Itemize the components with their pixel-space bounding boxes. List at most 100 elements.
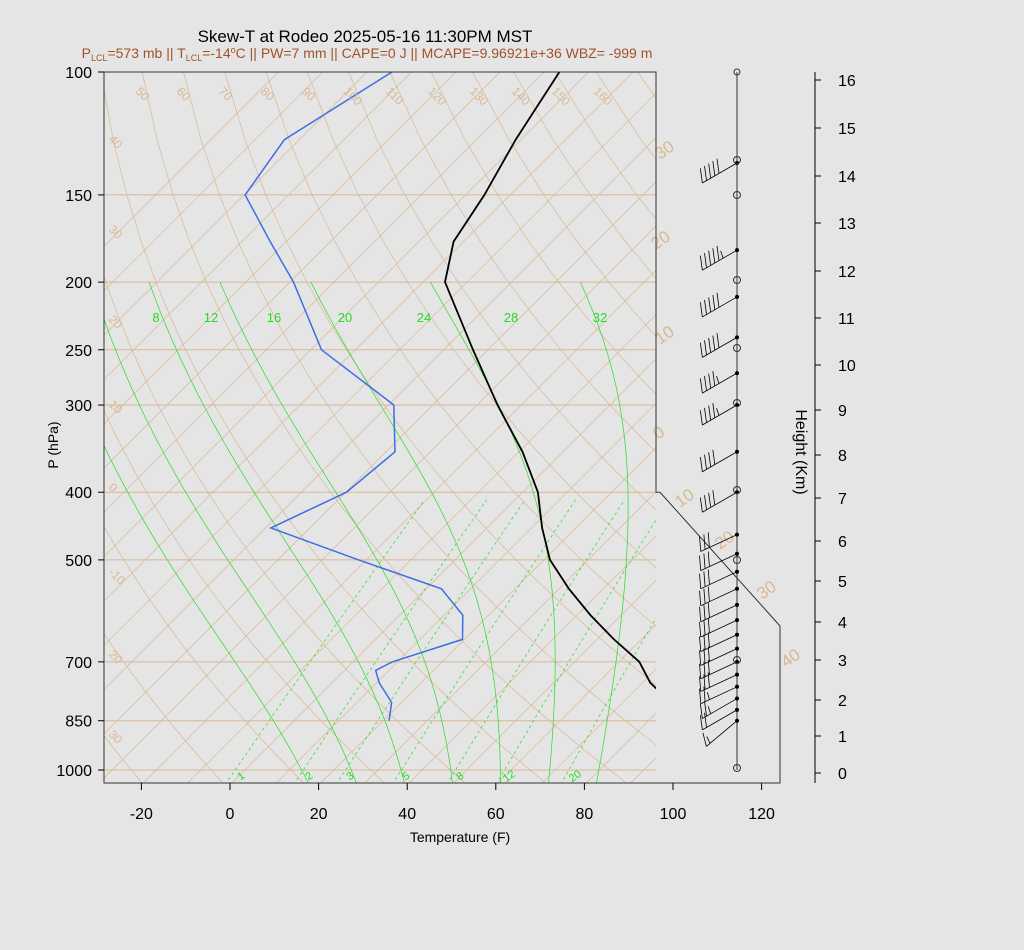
mixing-ratio-line [336, 499, 526, 783]
wind-barb-flag [707, 632, 710, 648]
subtitle-tlcl-value: =-14 [202, 45, 231, 61]
plot-frame [103, 71, 781, 784]
wind-barb [699, 371, 739, 394]
y-tick-label: 200 [65, 275, 92, 292]
height-tick-label: 4 [838, 615, 847, 632]
height-marker [733, 191, 741, 199]
isotherm-line [142, 269, 656, 783]
wind-barb-staff [702, 491, 738, 513]
wind-barb-flag [708, 492, 712, 508]
y-tick-label: 850 [65, 714, 92, 731]
wind-barb-flag [699, 590, 702, 606]
isotherm-line [850, 72, 1024, 785]
wind-barb-staff [700, 661, 738, 680]
wind-barb-staff [706, 720, 738, 747]
x-tick-label: 0 [226, 806, 235, 823]
isotherm-line [630, 757, 656, 783]
mixing-ratio-line [392, 499, 576, 783]
wind-barb-staff [700, 604, 738, 623]
wind-barb [699, 532, 739, 552]
mixing-ratio-label: 1 [235, 770, 247, 783]
adiabat-label-right: 40 [777, 645, 803, 671]
isotherm-line [717, 72, 1024, 785]
wind-barb-flag [704, 165, 707, 181]
wind-level-dot [735, 632, 739, 637]
x-tick-label: 120 [748, 806, 775, 823]
wind-barb [699, 245, 739, 271]
wind-barb-flag [699, 703, 703, 719]
mixing-ratio-label: 20 [567, 768, 584, 785]
wind-barb [699, 333, 739, 358]
moist-adiabat-label: 28 [504, 310, 518, 325]
wind-level-dot [735, 659, 739, 664]
moist-adiabat-label: 24 [417, 310, 431, 325]
wind-barb-flag [703, 634, 706, 650]
height-marker [733, 656, 741, 664]
plot-area [104, 72, 656, 783]
height-marker [733, 276, 741, 284]
subtitle-plcl-sub: LCL [91, 53, 108, 63]
wind-barb-flag [704, 340, 707, 356]
dry-adiabat-line [265, 72, 656, 627]
dry-adiabat-line [927, 72, 1024, 785]
wind-barb-staff [700, 634, 738, 652]
isotherm-line [320, 447, 656, 783]
wind-barb [699, 403, 739, 426]
mixing-ratio-label: 3 [344, 770, 356, 783]
wind-barb-flag [712, 248, 716, 264]
height-tick-label: 1 [838, 729, 847, 746]
isotherm-line [408, 535, 656, 783]
dry-adiabat-line [104, 275, 466, 783]
wind-barb [699, 158, 739, 184]
height-marker [733, 399, 741, 407]
wind-level-dot [735, 335, 739, 340]
wind-barb-flag [699, 342, 703, 358]
wind-barb-flag [699, 497, 703, 513]
dry-adiabat-line [430, 72, 656, 395]
y-axis-label: P (hPa) [45, 421, 61, 468]
height-tick-label: 9 [838, 403, 847, 420]
moist-adiabat-line [104, 444, 309, 783]
wind-barb-half [720, 250, 724, 259]
wind-barb-flag [708, 163, 712, 179]
mixing-ratio-line [496, 519, 656, 783]
wind-barb-flag [699, 621, 702, 638]
wind-barb-staff [700, 588, 738, 607]
wind-barb [699, 684, 739, 705]
height-tick-label: 7 [838, 491, 847, 508]
y-tick-label: 400 [65, 485, 92, 502]
height-tick-label: 16 [838, 73, 856, 90]
wind-barb-flag [704, 407, 707, 423]
wind-barb [699, 586, 739, 607]
wind-level-dot [735, 684, 739, 689]
dry-adiabat-line [104, 525, 305, 783]
moist-adiabat-line [310, 281, 501, 783]
wind-barb-flag [703, 648, 706, 664]
mixing-ratio-label: 12 [501, 768, 518, 785]
wind-barb-staff [702, 404, 738, 426]
chart-title: Skew-T at Rodeo 2025-05-16 11:30PM MST [198, 27, 533, 46]
wind-barb-flag [699, 676, 702, 692]
isotherm-line [275, 402, 656, 783]
height-tick-label: 15 [838, 121, 856, 138]
dewpoint-line [244, 72, 464, 721]
wind-barb-flag [699, 636, 702, 652]
isotherm-line [497, 624, 656, 783]
wind-barb-flag [699, 457, 703, 472]
wind-barb-staff [702, 337, 738, 358]
isotherm-line [104, 72, 545, 513]
wind-barb-flag [712, 335, 716, 351]
isotherm-line [104, 72, 589, 558]
isotherm-line [104, 72, 412, 380]
isotherm-line [104, 92, 656, 646]
wind-barb-flag [708, 297, 712, 313]
wind-barb-flag [699, 650, 702, 666]
isotherm-line [231, 358, 656, 783]
wind-barb-staff [702, 451, 738, 473]
wind-barb-flag [703, 571, 706, 587]
moist-adiabat-label: 32 [593, 310, 607, 325]
height-tick-label: 5 [838, 574, 847, 591]
wind-barb-staff [700, 674, 738, 692]
